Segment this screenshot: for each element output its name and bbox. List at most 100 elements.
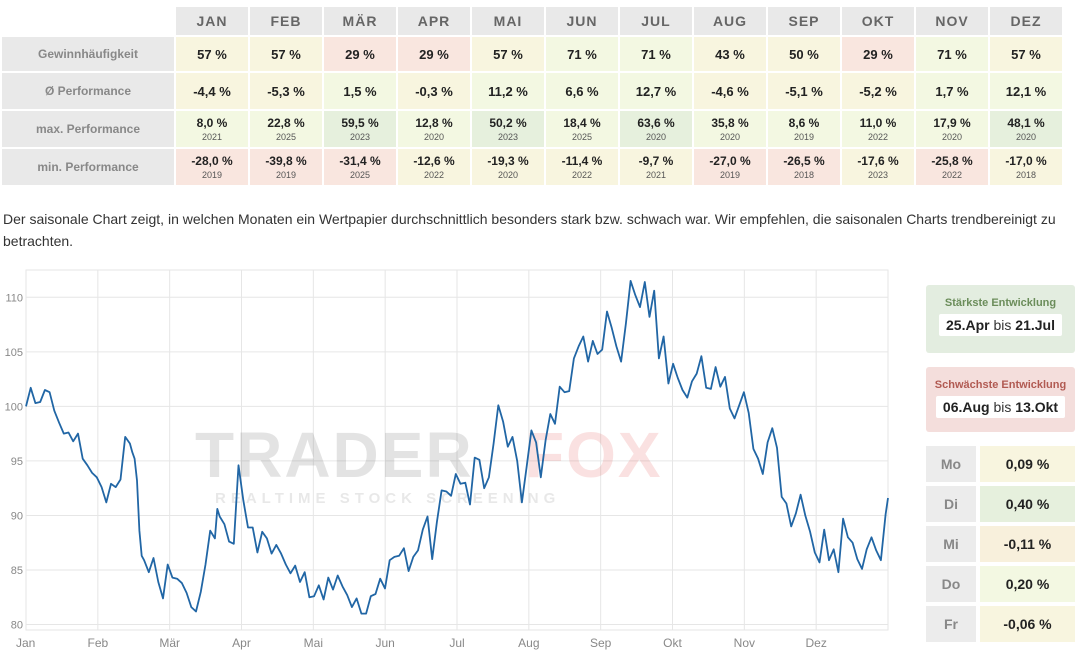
watermark-tagline: REALTIME STOCK SCREENING — [215, 490, 560, 507]
min-value: -17,6 % — [857, 154, 899, 168]
y-tick-label: 90 — [11, 510, 23, 522]
max-cell: 18,4 % 2025 — [546, 111, 618, 147]
min-cell: -12,6 % 2022 — [398, 149, 470, 185]
weekday-value: 0,20 % — [980, 566, 1075, 602]
x-tick-label: Aug — [518, 636, 539, 650]
weekday-label: Mo — [926, 446, 976, 482]
min-value: -27,0 % — [709, 154, 751, 168]
min-year: 2021 — [645, 170, 667, 180]
min-cell: -9,7 % 2021 — [620, 149, 692, 185]
min-value: -26,5 % — [783, 154, 825, 168]
max-cell: 11,0 % 2022 — [842, 111, 914, 147]
max-year: 2023 — [349, 132, 371, 142]
max-cell: 35,8 % 2020 — [694, 111, 766, 147]
avg-cell: -5,2 % — [842, 73, 914, 109]
min-value: -39,8 % — [265, 154, 307, 168]
max-year: 2025 — [571, 132, 593, 142]
weekday-value: -0,11 % — [980, 526, 1075, 562]
win-cell: 57 % — [176, 37, 248, 71]
strongest-title: Stärkste Entwicklung — [944, 297, 1057, 309]
strongest-sep: bis — [993, 317, 1012, 333]
x-tick-label: Jul — [449, 636, 464, 650]
y-tick-label: 110 — [5, 292, 23, 304]
watermark: TRADER FOX REALTIME STOCK SCREENING — [195, 419, 663, 507]
win-cell: 71 % — [620, 37, 692, 71]
max-value: 35,8 % — [711, 116, 749, 130]
win-cell: 71 % — [916, 37, 988, 71]
weekday-value: 0,09 % — [980, 446, 1075, 482]
strongest-from: 25.Apr — [946, 317, 990, 333]
table-corner — [2, 7, 174, 35]
watermark-brand-b: FOX — [525, 419, 663, 491]
max-year: 2021 — [201, 132, 223, 142]
x-tick-label: Feb — [87, 636, 108, 650]
month-header: MAI — [472, 7, 544, 35]
weakest-sep: bis — [993, 399, 1012, 415]
month-header: SEP — [768, 7, 840, 35]
max-year: 2022 — [867, 132, 889, 142]
min-year: 2023 — [867, 170, 889, 180]
x-tick-label: Dez — [805, 636, 826, 650]
max-cell: 22,8 % 2025 — [250, 111, 322, 147]
max-cell: 50,2 % 2023 — [472, 111, 544, 147]
min-cell: -28,0 % 2019 — [176, 149, 248, 185]
weakest-to: 13.Okt — [1015, 399, 1059, 415]
max-cell: 63,6 % 2020 — [620, 111, 692, 147]
min-value: -12,6 % — [413, 154, 455, 168]
avg-cell: -5,3 % — [250, 73, 322, 109]
max-year: 2020 — [1015, 132, 1037, 142]
max-year: 2020 — [719, 132, 741, 142]
max-year: 2023 — [497, 132, 519, 142]
weekday-row-mo: Mo 0,09 % — [926, 446, 1075, 482]
max-value: 50,2 % — [489, 116, 527, 130]
x-tick-label: Mai — [304, 636, 323, 650]
x-axis: Jan Feb Mär Apr Mai Jun Jul Aug Sep Okt Nov Dez — [16, 636, 827, 650]
min-cell: -39,8 % 2019 — [250, 149, 322, 185]
weekday-label: Di — [926, 486, 976, 522]
win-cell: 29 % — [398, 37, 470, 71]
max-cell: 59,5 % 2023 — [324, 111, 396, 147]
min-value: -17,0 % — [1005, 154, 1047, 168]
min-year: 2019 — [201, 170, 223, 180]
max-cell: 17,9 % 2020 — [916, 111, 988, 147]
weakest-from: 06.Aug — [942, 399, 990, 415]
win-cell: 29 % — [324, 37, 396, 71]
strongest-to: 21.Jul — [1015, 317, 1055, 333]
row-label-max: max. Performance — [2, 111, 174, 147]
avg-cell: 1,5 % — [324, 73, 396, 109]
month-header: JUN — [546, 7, 618, 35]
min-value: -28,0 % — [191, 154, 233, 168]
max-value: 48,1 % — [1007, 116, 1045, 130]
y-tick-label: 95 — [11, 456, 23, 468]
min-cell: -17,6 % 2023 — [842, 149, 914, 185]
row-label-min: min. Performance — [2, 149, 174, 185]
win-cell: 43 % — [694, 37, 766, 71]
avg-cell: 12,7 % — [620, 73, 692, 109]
chart-description: Der saisonale Chart zeigt, in welchen Mo… — [3, 211, 1056, 249]
x-tick-label: Mär — [159, 636, 180, 650]
max-value: 22,8 % — [267, 116, 305, 130]
max-value: 63,6 % — [637, 116, 675, 130]
max-year: 2020 — [423, 132, 445, 142]
month-header: MÄR — [324, 7, 396, 35]
min-cell: -26,5 % 2018 — [768, 149, 840, 185]
max-value: 18,4 % — [563, 116, 601, 130]
y-tick-label: 85 — [11, 565, 23, 577]
seasonal-chart[interactable]: TRADER FOX REALTIME STOCK SCREENING 80 85… — [0, 262, 900, 662]
row-label-win: Gewinnhäufigkeit — [2, 37, 174, 71]
month-header: APR — [398, 7, 470, 35]
x-tick-label: Apr — [232, 636, 251, 650]
y-axis: 80 85 90 95 100 105 110 — [5, 292, 23, 631]
max-value: 12,8 % — [415, 116, 453, 130]
weekday-row-fr: Fr -0,06 % — [926, 606, 1075, 642]
series-line — [25, 280, 889, 615]
max-cell: 12,8 % 2020 — [398, 111, 470, 147]
min-cell: -27,0 % 2019 — [694, 149, 766, 185]
month-header: AUG — [694, 7, 766, 35]
min-value: -11,4 % — [561, 154, 603, 168]
avg-cell: 1,7 % — [916, 73, 988, 109]
month-header: OKT — [842, 7, 914, 35]
max-cell: 8,0 % 2021 — [176, 111, 248, 147]
avg-cell: -0,3 % — [398, 73, 470, 109]
performance-table: JAN FEB MÄR APR MAI JUN JUL AUG SEP OKT … — [0, 5, 1064, 187]
